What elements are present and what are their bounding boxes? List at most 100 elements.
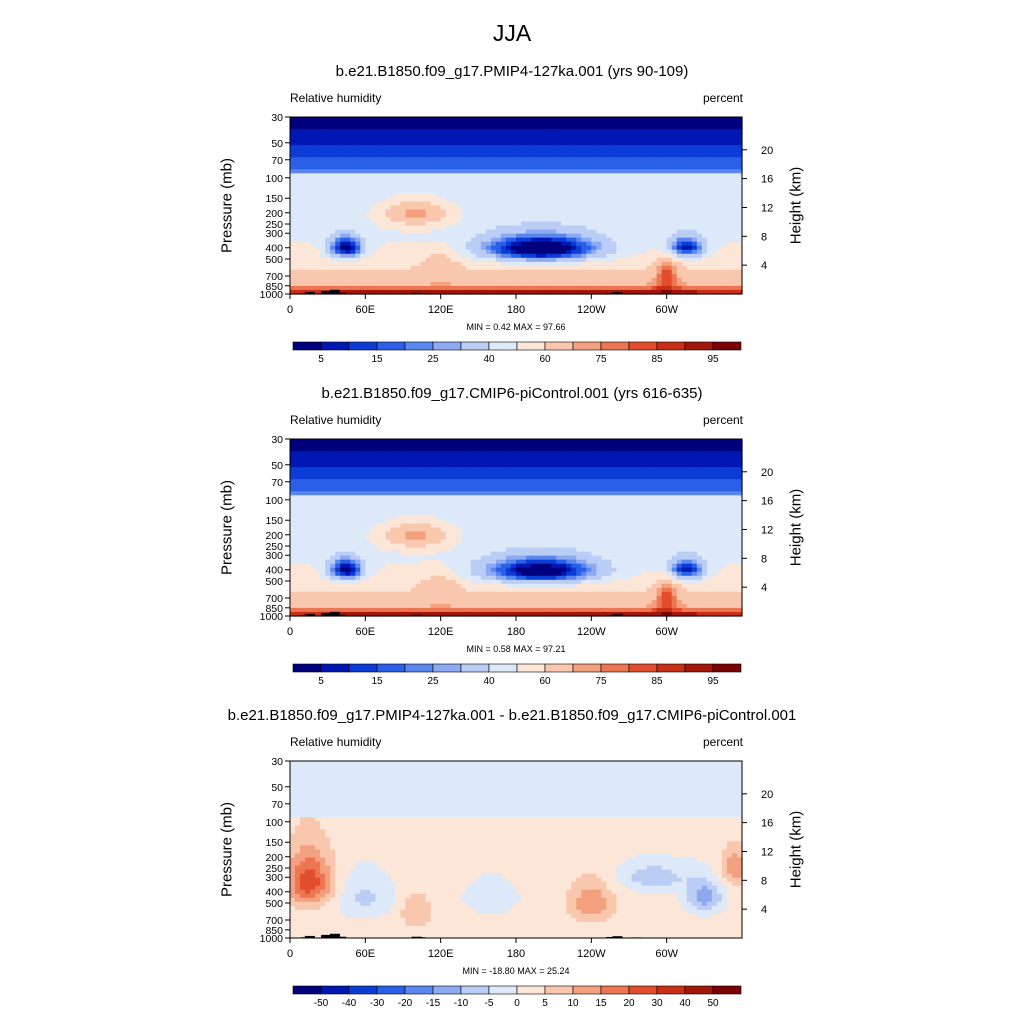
field-cell <box>521 273 527 279</box>
field-cell <box>340 451 346 456</box>
field-cell <box>561 133 567 138</box>
field-cell <box>475 173 482 178</box>
field-cell <box>661 225 668 231</box>
field-cell <box>395 209 402 215</box>
field-cell <box>490 133 497 138</box>
field-cell <box>691 137 698 142</box>
field-cell <box>500 225 507 231</box>
x-tick-label: 0 <box>287 304 293 316</box>
field-cell <box>526 459 532 464</box>
field-cell <box>551 209 557 215</box>
field-cell <box>606 189 613 195</box>
field-cell <box>310 213 316 219</box>
field-cell <box>676 261 683 267</box>
field-cell <box>636 213 643 219</box>
field-cell <box>626 197 633 203</box>
field-cell <box>405 455 412 460</box>
field-cell <box>435 169 442 174</box>
field-cell <box>681 121 688 126</box>
field-cell <box>711 257 718 263</box>
field-cell <box>526 189 532 195</box>
field-cell <box>721 261 728 267</box>
field-cell <box>410 285 417 291</box>
field-cell <box>656 237 663 243</box>
field-cell <box>726 185 733 191</box>
field-cell <box>561 157 567 162</box>
field-cell <box>661 285 668 291</box>
field-cell <box>561 455 567 460</box>
field-cell <box>380 209 387 215</box>
field-cell <box>696 189 703 195</box>
field-cell <box>335 117 341 122</box>
field-cell <box>596 269 602 275</box>
field-cell <box>656 229 663 235</box>
field-cell <box>325 197 331 203</box>
field-cell <box>350 153 356 158</box>
field-cell <box>410 165 417 170</box>
field-cell <box>300 153 306 158</box>
field-cell <box>330 121 336 126</box>
field-cell <box>571 249 577 255</box>
field-cell <box>636 249 643 255</box>
field-cell <box>445 221 452 227</box>
field-cell <box>681 261 688 267</box>
field-cell <box>616 165 623 170</box>
field-cell <box>345 269 351 275</box>
field-cell <box>480 217 487 223</box>
field-cell <box>686 201 693 207</box>
field-cell <box>310 129 316 134</box>
field-cell <box>546 149 552 154</box>
field-cell <box>716 209 723 215</box>
field-cell <box>460 121 467 126</box>
field-cell <box>350 185 356 191</box>
field-cell <box>435 209 442 215</box>
field-cell <box>475 475 482 480</box>
field-cell <box>581 459 587 464</box>
field-cell <box>681 257 688 263</box>
field-cell <box>455 145 462 150</box>
field-cell <box>460 467 467 472</box>
field-cell <box>505 209 512 215</box>
field-cell <box>350 225 356 231</box>
field-cell <box>541 245 547 251</box>
field-cell <box>661 277 668 283</box>
field-cell <box>295 173 301 178</box>
field-cell <box>510 145 517 150</box>
field-cell <box>591 197 597 203</box>
field-cell <box>706 443 713 448</box>
field-cell <box>571 451 577 456</box>
field-cell <box>485 439 492 444</box>
field-cell <box>500 277 507 283</box>
field-cell <box>485 265 492 271</box>
field-cell <box>711 245 718 251</box>
field-cell <box>415 141 422 146</box>
field-cell <box>726 249 733 255</box>
field-cell <box>440 141 447 146</box>
field-cell <box>350 149 356 154</box>
field-cell <box>526 249 532 255</box>
field-cell <box>686 209 693 215</box>
field-cell <box>641 209 648 215</box>
field-cell <box>465 439 472 444</box>
field-cell <box>455 257 462 263</box>
field-cell <box>450 233 457 239</box>
field-cell <box>325 249 331 255</box>
field-cell <box>435 141 442 146</box>
field-cell <box>616 125 623 130</box>
field-cell <box>500 145 507 150</box>
field-cell <box>325 225 331 231</box>
field-cell <box>370 253 376 259</box>
field-cell <box>581 463 587 468</box>
field-cell <box>390 451 397 456</box>
field-cell <box>701 265 708 271</box>
field-cell <box>681 245 688 251</box>
field-cell <box>470 201 477 207</box>
field-cell <box>586 161 592 166</box>
field-cell <box>541 137 547 142</box>
field-cell <box>716 451 723 456</box>
field-cell <box>425 161 432 166</box>
field-cell <box>370 229 376 235</box>
field-cell <box>516 277 522 283</box>
field-cell <box>611 145 618 150</box>
